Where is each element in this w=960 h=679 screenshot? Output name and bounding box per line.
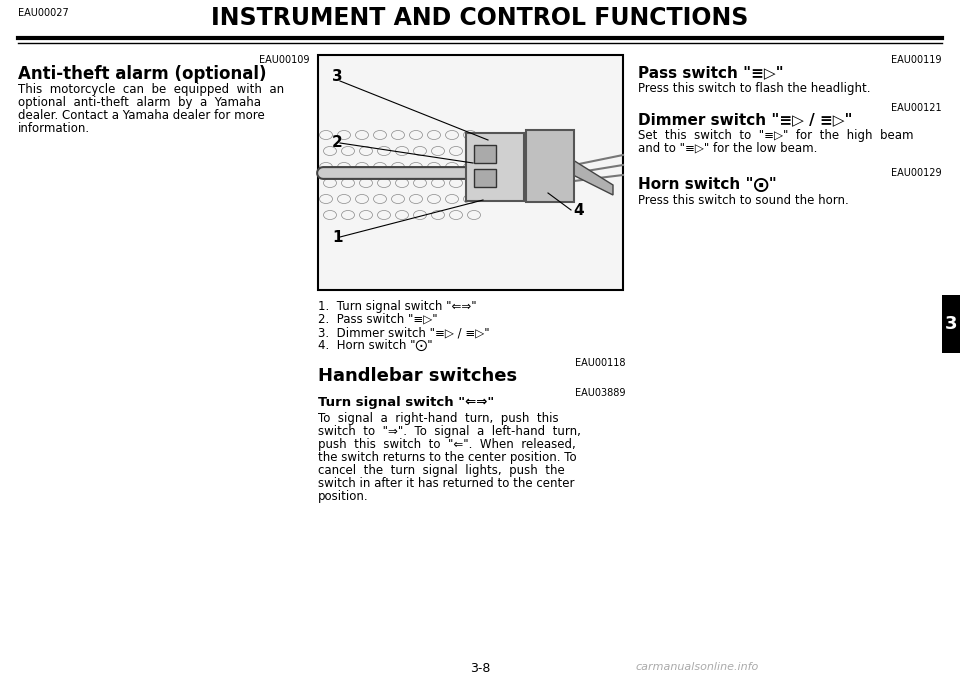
Text: switch  to  "⇒".  To  signal  a  left-hand  turn,: switch to "⇒". To signal a left-hand tur…	[318, 425, 581, 438]
Text: 3: 3	[332, 69, 343, 84]
Bar	[318, 55, 623, 290]
Text: 3-8: 3-8	[469, 662, 491, 675]
Text: To  signal  a  right-hand  turn,  push  this: To signal a right-hand turn, push this	[318, 412, 559, 425]
Bar	[526, 130, 574, 202]
Text: EAU00027: EAU00027	[18, 8, 69, 18]
Text: Anti-theft alarm (optional): Anti-theft alarm (optional)	[18, 65, 267, 83]
Bar	[466, 133, 524, 201]
Text: position.: position.	[318, 490, 369, 503]
Text: optional  anti-theft  alarm  by  a  Yamaha: optional anti-theft alarm by a Yamaha	[18, 96, 261, 109]
Text: This  motorcycle  can  be  equipped  with  an: This motorcycle can be equipped with an	[18, 83, 284, 96]
Text: 3.  Dimmer switch "≡▷ / ≡▷": 3. Dimmer switch "≡▷ / ≡▷"	[318, 326, 490, 339]
Text: EAU00109: EAU00109	[259, 55, 310, 65]
Text: Handlebar switches: Handlebar switches	[318, 367, 517, 385]
Text: carmanualsonline.info: carmanualsonline.info	[635, 662, 758, 672]
Text: Press this switch to sound the horn.: Press this switch to sound the horn.	[638, 194, 849, 207]
Text: 2: 2	[332, 135, 343, 150]
Text: INSTRUMENT AND CONTROL FUNCTIONS: INSTRUMENT AND CONTROL FUNCTIONS	[211, 6, 749, 30]
Text: switch in after it has returned to the center: switch in after it has returned to the c…	[318, 477, 574, 490]
Text: push  this  switch  to  "⇐".  When  released,: push this switch to "⇐". When released,	[318, 438, 576, 451]
Text: 1.  Turn signal switch "⇐⇒": 1. Turn signal switch "⇐⇒"	[318, 300, 476, 313]
Text: Pass switch "≡▷": Pass switch "≡▷"	[638, 65, 783, 80]
Text: EAU00118: EAU00118	[575, 358, 626, 368]
Text: the switch returns to the center position. To: the switch returns to the center positio…	[318, 451, 577, 464]
Text: dealer. Contact a Yamaha dealer for more: dealer. Contact a Yamaha dealer for more	[18, 109, 265, 122]
Text: EAU00119: EAU00119	[892, 55, 942, 65]
Text: Turn signal switch "⇐⇒": Turn signal switch "⇐⇒"	[318, 396, 494, 409]
Bar	[474, 169, 496, 187]
Polygon shape	[573, 160, 613, 195]
Text: Horn switch "⨀": Horn switch "⨀"	[638, 177, 777, 192]
Text: 1: 1	[332, 230, 343, 245]
Text: EAU00129: EAU00129	[892, 168, 942, 178]
Bar	[942, 295, 960, 353]
Text: information.: information.	[18, 122, 90, 135]
Bar	[474, 145, 496, 163]
Text: 4.  Horn switch "⨀": 4. Horn switch "⨀"	[318, 339, 433, 352]
Text: cancel  the  turn  signal  lights,  push  the: cancel the turn signal lights, push the	[318, 464, 564, 477]
Text: and to "≡▷" for the low beam.: and to "≡▷" for the low beam.	[638, 142, 817, 155]
Text: 3: 3	[945, 315, 957, 333]
Text: EAU00121: EAU00121	[892, 103, 942, 113]
Text: Set  this  switch  to  "≡▷"  for  the  high  beam: Set this switch to "≡▷" for the high bea…	[638, 129, 914, 142]
Text: EAU03889: EAU03889	[575, 388, 626, 398]
Text: Press this switch to flash the headlight.: Press this switch to flash the headlight…	[638, 82, 871, 95]
Text: Dimmer switch "≡▷ / ≡▷": Dimmer switch "≡▷ / ≡▷"	[638, 112, 852, 127]
Text: 4: 4	[573, 203, 584, 218]
Text: 2.  Pass switch "≡▷": 2. Pass switch "≡▷"	[318, 313, 438, 326]
